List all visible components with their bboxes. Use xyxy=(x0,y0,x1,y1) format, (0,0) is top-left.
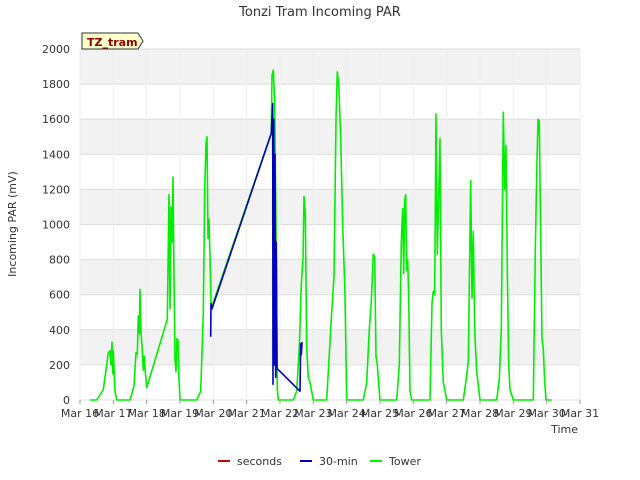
x-tick-label: Mar 23 xyxy=(294,407,332,420)
y-tick-label: 0 xyxy=(63,394,70,407)
x-tick-label: Mar 22 xyxy=(261,407,299,420)
x-tick-label: Mar 28 xyxy=(461,407,499,420)
series-group xyxy=(90,69,552,401)
site-badge-box xyxy=(81,32,144,50)
x-tick-label: Mar 17 xyxy=(94,407,132,420)
site-badge: TZ_tram xyxy=(81,32,144,50)
x-tick-label: Mar 19 xyxy=(161,407,199,420)
y-tick-label: 600 xyxy=(49,289,70,302)
y-axis: 0 200 400 600 800 1000 1200 1400 1600 1800 2000 xyxy=(42,43,70,407)
legend-label-seconds: seconds xyxy=(237,455,282,468)
x-tick-label: Mar 30 xyxy=(528,407,566,420)
x-tick-label: Mar 18 xyxy=(128,407,166,420)
y-tick-label: 1800 xyxy=(42,78,70,91)
plot-band xyxy=(80,189,580,225)
chart-title: Tonzi Tram Incoming PAR xyxy=(238,5,401,20)
x-tick-label: Mar 25 xyxy=(361,407,399,420)
series-line-30-min xyxy=(209,102,303,392)
legend: seconds 30-min Tower xyxy=(218,455,421,468)
y-tick-label: 1000 xyxy=(42,219,70,232)
legend-label-tower: Tower xyxy=(388,455,421,468)
y-tick-label: 1200 xyxy=(42,183,70,196)
y-tick-label: 1400 xyxy=(42,148,70,161)
x-tick-label: Mar 31 xyxy=(561,407,599,420)
y-tick-label: 400 xyxy=(49,324,70,337)
y-tick-label: 200 xyxy=(49,359,70,372)
y-axis-title: Incoming PAR (mV) xyxy=(6,171,19,277)
site-badge-label: TZ_tram xyxy=(87,36,138,49)
y-tick-label: 2000 xyxy=(42,43,70,56)
x-tick-label: Mar 24 xyxy=(328,407,366,420)
x-tick-label: Mar 21 xyxy=(228,407,266,420)
x-tick-label: Mar 27 xyxy=(428,407,466,420)
series-line-tower xyxy=(90,69,552,401)
plot-bands xyxy=(80,49,580,365)
x-axis-title: Time xyxy=(550,423,578,436)
legend-label-30-min: 30-min xyxy=(319,455,358,468)
plot-band xyxy=(80,119,580,155)
x-tick-label: Mar 20 xyxy=(194,407,232,420)
x-tick-label: Mar 29 xyxy=(494,407,532,420)
x-tick-label: Mar 26 xyxy=(394,407,432,420)
y-tick-label: 800 xyxy=(49,254,70,267)
y-tick-label: 1600 xyxy=(42,113,70,126)
plot-band xyxy=(80,259,580,295)
plot-band xyxy=(80,49,580,85)
x-tick-label: Mar 16 xyxy=(61,407,99,420)
